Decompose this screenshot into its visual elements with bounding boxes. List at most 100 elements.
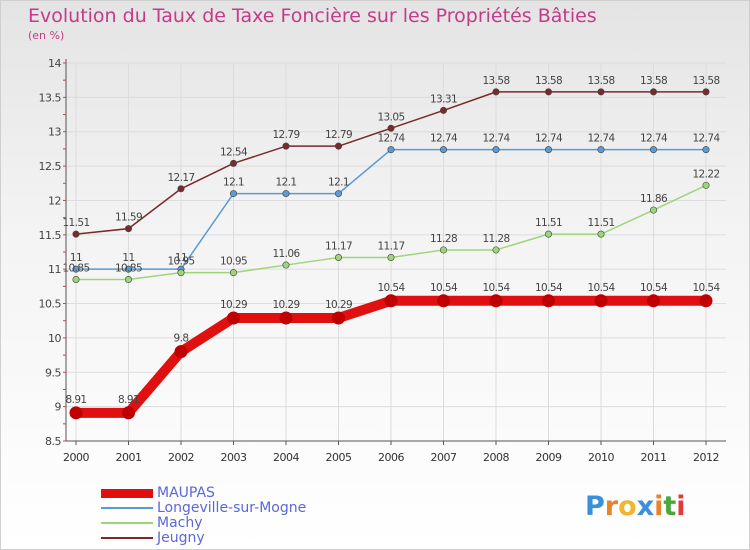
legend-item: Machy	[101, 515, 203, 531]
data-label: 13.05	[377, 111, 404, 123]
y-tick-label: 10	[48, 332, 61, 345]
data-label: 13.58	[640, 75, 667, 87]
data-label: 13.31	[430, 93, 457, 105]
data-label: 11.51	[62, 217, 89, 229]
legend-swatch	[101, 507, 153, 509]
series-point-machy	[649, 206, 657, 214]
y-tick-label: 12	[48, 194, 61, 207]
series-point-maupas	[332, 311, 345, 325]
series-point-machy	[597, 230, 605, 238]
data-label: 10.54	[430, 282, 458, 294]
data-label: 10.54	[482, 282, 510, 294]
data-label: 8.91	[66, 394, 87, 406]
data-label: 8.91	[118, 394, 139, 406]
data-label: 10.85	[62, 262, 89, 274]
x-tick-label: 2012	[693, 451, 719, 464]
data-label: 12.1	[276, 177, 297, 189]
series-point-maupas	[69, 406, 83, 420]
series-point-longeville-sur-mogne	[125, 265, 133, 273]
x-tick-label: 2010	[588, 451, 614, 464]
data-label: 12.54	[220, 146, 248, 158]
series-point-jeugny	[439, 106, 447, 114]
series-point-machy	[439, 246, 447, 254]
series-point-machy	[702, 181, 710, 189]
series-point-jeugny	[649, 88, 657, 96]
x-tick-label: 2011	[641, 451, 667, 464]
series-point-machy	[125, 275, 133, 283]
series-point-longeville-sur-mogne	[72, 265, 80, 273]
logo-letter: P	[585, 491, 605, 522]
data-label: 12.74	[377, 133, 405, 145]
series-point-machy	[72, 275, 80, 283]
y-tick-label: 14	[48, 57, 61, 70]
data-label: 10.54	[377, 282, 405, 294]
data-label: 11.51	[535, 217, 562, 229]
series-point-maupas	[122, 406, 135, 420]
data-label: 11.17	[377, 240, 404, 252]
series-point-jeugny	[387, 124, 395, 132]
x-tick-label: 2003	[221, 451, 247, 464]
legend-label: MAUPAS	[157, 485, 215, 501]
data-label: 9.8	[174, 333, 189, 345]
series-point-longeville-sur-mogne	[702, 146, 710, 154]
data-label: 12.22	[692, 168, 719, 180]
data-label: 10.95	[220, 256, 247, 268]
data-label: 12.74	[587, 133, 615, 145]
y-tick-label: 9.5	[45, 366, 61, 379]
logo-letter: i	[676, 491, 686, 522]
series-point-jeugny	[125, 225, 133, 233]
series-point-maupas	[647, 294, 660, 308]
data-label: 11.86	[640, 193, 668, 205]
series-point-jeugny	[177, 185, 185, 193]
data-label: 10.85	[115, 262, 142, 274]
series-point-machy	[177, 269, 185, 277]
series-point-machy	[544, 230, 552, 238]
series-point-jeugny	[230, 159, 238, 167]
y-tick-label: 13.5	[39, 91, 62, 104]
series-point-machy	[282, 261, 290, 269]
series-point-maupas	[699, 294, 713, 308]
data-label: 13.58	[692, 75, 719, 87]
x-tick-label: 2000	[63, 451, 89, 464]
series-layer	[69, 88, 713, 420]
series-point-longeville-sur-mogne	[282, 190, 290, 198]
series-point-machy	[230, 269, 238, 277]
data-label: 11.06	[272, 248, 300, 260]
legend-label: Jeugny	[157, 530, 205, 546]
series-point-longeville-sur-mogne	[544, 146, 552, 154]
logo-letter: o	[618, 491, 637, 522]
data-label: 12.79	[325, 129, 352, 141]
data-label: 10.54	[587, 282, 615, 294]
data-label: 11.17	[325, 240, 352, 252]
x-tick-label: 2006	[378, 451, 404, 464]
legend-label: Machy	[157, 515, 203, 531]
data-label: 12.74	[640, 133, 668, 145]
y-tick-label: 8.5	[45, 435, 61, 448]
data-label: 12.1	[223, 177, 244, 189]
data-label: 13.58	[535, 75, 562, 87]
legend-swatch	[101, 522, 153, 524]
x-tick-label: 2008	[483, 451, 509, 464]
y-tick-label: 11	[48, 263, 61, 276]
axes: 8.5 9 9.5 10 10.5 11 11.5 12 12.5 13 13.5 14 2000 200…	[39, 57, 726, 464]
data-label: 10.95	[167, 256, 194, 268]
y-tick-label: 9	[55, 401, 62, 414]
series-point-maupas	[384, 294, 398, 308]
series-point-jeugny	[334, 142, 342, 150]
data-label: 13.58	[587, 75, 614, 87]
logo-letter: t	[663, 491, 677, 522]
series-point-longeville-sur-mogne	[492, 146, 500, 154]
series-point-maupas	[437, 294, 450, 308]
data-label: 11.51	[587, 217, 614, 229]
data-label: 11	[122, 252, 134, 264]
legend-swatch	[101, 488, 153, 498]
series-point-maupas	[174, 345, 188, 359]
data-label: 13.58	[482, 75, 509, 87]
legend-item: Jeugny	[101, 530, 205, 546]
data-label: 10.29	[325, 299, 352, 311]
logo-letter: i	[654, 491, 664, 522]
x-tick-label: 2002	[168, 451, 194, 464]
series-point-machy	[387, 253, 395, 261]
data-label: 12.74	[430, 133, 458, 145]
